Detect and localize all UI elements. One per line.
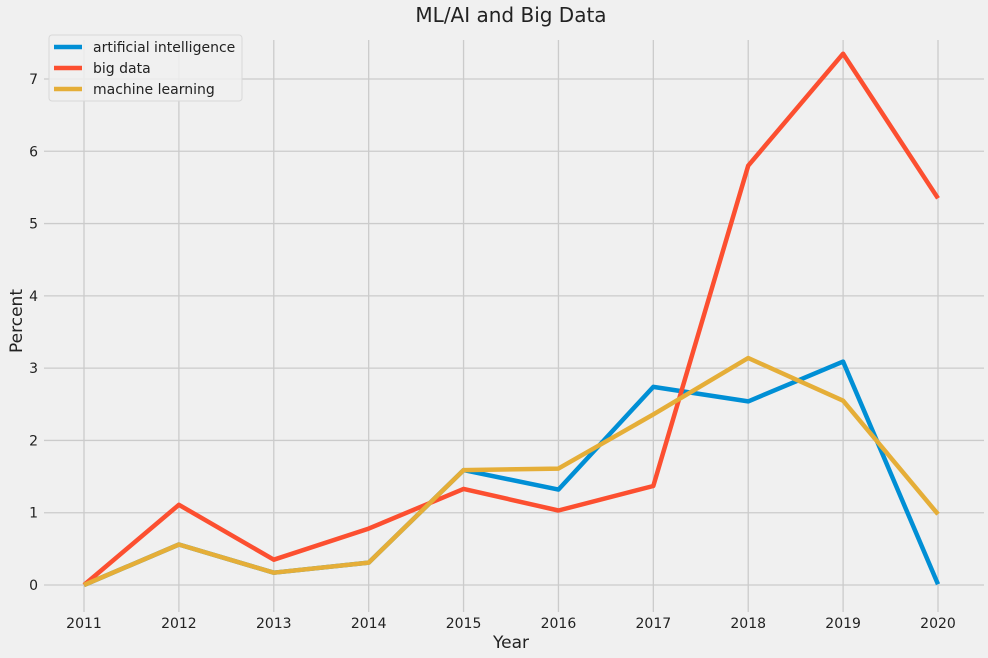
x-axis-label: Year [492,633,529,653]
y-tick-label: 4 [29,289,38,305]
x-tick-label: 2018 [730,616,766,632]
legend-label: big data [93,61,151,77]
grid [44,40,984,612]
legend-box [48,34,243,102]
x-tick-label: 2012 [161,616,197,632]
series-lines [82,51,941,588]
y-tick-label: 7 [29,72,38,88]
legend: artificial intelligence big data machine l… [48,34,243,102]
x-tick-label: 2020 [920,616,956,632]
y-tick-label: 1 [29,506,38,522]
legend-label: machine learning [93,82,215,98]
x-tick-label: 2017 [636,616,672,632]
y-tick-label: 5 [29,217,38,233]
y-tick-label: 6 [29,144,38,160]
x-axis-ticks: 2011 2012 2013 2014 2015 2016 2017 2018 2019 2020 [66,616,956,632]
x-tick-label: 2015 [446,616,482,632]
y-axis-ticks: 0 1 2 3 4 5 6 7 [29,72,38,594]
series-line-big-data [82,51,940,587]
legend-item-machine-learning: machine learning [54,82,215,98]
x-tick-label: 2013 [256,616,292,632]
legend-item-big-data: big data [54,61,151,77]
y-axis-label: Percent [7,289,27,353]
chart-title: ML/AI and Big Data [415,3,606,27]
x-tick-label: 2016 [541,616,577,632]
y-tick-label: 3 [29,361,38,377]
series-line-machine-learning [83,355,940,588]
x-tick-label: 2014 [351,616,387,632]
x-tick-label: 2011 [66,616,102,632]
legend-item-artificial-intelligence: artificial intelligence [54,40,235,56]
y-tick-label: 0 [29,578,38,594]
legend-label: artificial intelligence [93,40,235,56]
y-tick-label: 2 [29,433,38,449]
x-tick-label: 2019 [825,616,861,632]
